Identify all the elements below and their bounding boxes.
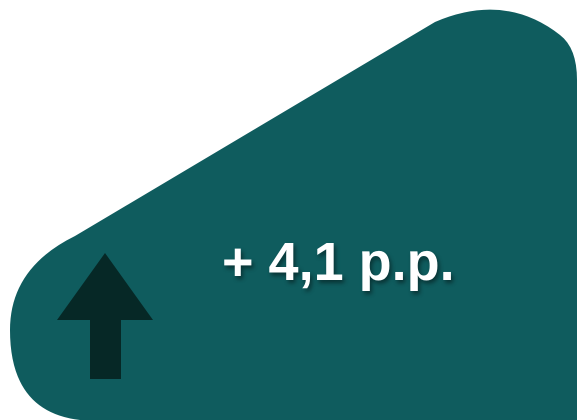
value-change-label: + 4,1 p.p. — [222, 232, 455, 292]
arrow-up-icon — [57, 253, 153, 379]
